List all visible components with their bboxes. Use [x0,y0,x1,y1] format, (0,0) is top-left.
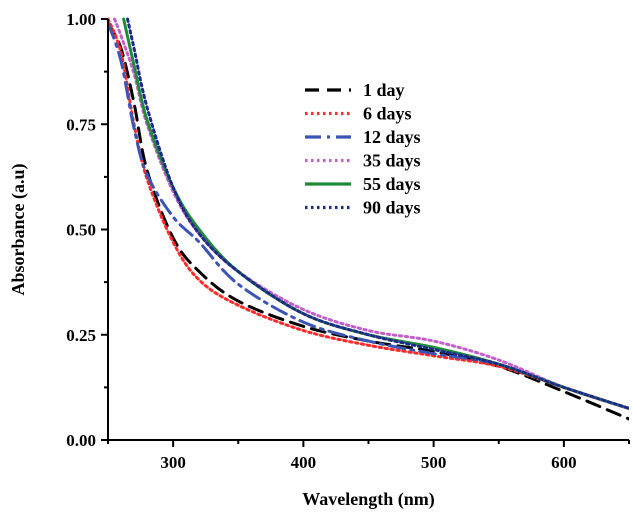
legend-label: 12 days [363,127,421,147]
legend-label: 55 days [363,174,421,194]
y-tick-label: 0.25 [66,326,96,345]
legend-item: 90 days [305,198,421,218]
legend-item: 6 days [305,104,412,124]
y-tick-label: 0.50 [66,221,96,240]
series-line-4 [113,17,629,410]
y-tick-label: 1.00 [66,10,96,29]
y-axis-title: Absorbance (a.u) [8,163,29,295]
legend-label: 90 days [363,198,421,218]
series-line-3 [108,21,629,410]
series-line-6 [126,17,629,410]
x-tick-label: 300 [160,453,186,472]
x-tick-label: 500 [421,453,447,472]
ticks-layer: 300 400 500 600 0.00 0.25 0.50 0.75 1.00 [66,10,630,472]
legend-item: 55 days [305,174,421,194]
series-layer [108,17,629,421]
x-tick-label: 600 [551,453,577,472]
legend-label: 1 day [363,80,405,100]
legend-label: 6 days [363,104,412,124]
legend-item: 1 day [305,80,405,100]
y-tick-label: 0.75 [66,115,96,134]
x-tick-label: 400 [291,453,317,472]
y-tick-label: 0.00 [66,431,96,450]
legend: 1 day 6 days 12 days 35 days 55 days 90 days [305,80,421,218]
legend-item: 35 days [305,151,421,171]
legend-label: 35 days [363,151,421,171]
x-axis-title: Wavelength (nm) [302,489,435,510]
legend-item: 12 days [305,127,421,147]
